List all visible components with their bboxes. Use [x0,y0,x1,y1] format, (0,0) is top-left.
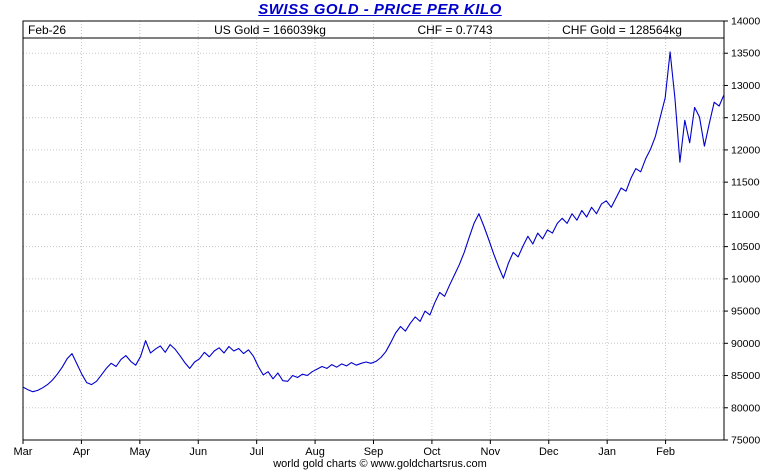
y-tick-label: 135000 [731,48,760,60]
plot-border [22,20,725,441]
y-tick-label: 130000 [731,80,760,92]
y-tick-label: 115000 [731,177,760,189]
x-tick-label: Jun [189,446,207,458]
y-tick-label: 85000 [731,370,760,382]
x-tick-label: Oct [423,446,440,458]
x-tick-label: Nov [481,446,501,458]
chart-title: SWISS GOLD - PRICE PER KILO [258,1,502,18]
y-tick-label: 110000 [731,209,760,221]
chf-gold-value-label: CHF Gold = 128564kg [562,23,682,37]
latest-date-label: Feb-26 [28,23,67,37]
x-tick-label: May [129,446,150,458]
y-tick-label: 90000 [731,338,760,350]
x-tick-label: Jan [598,446,616,458]
x-tick-label: Apr [73,446,90,458]
y-tick-label: 100000 [731,273,760,285]
y-tick-label: 125000 [731,112,760,124]
chf-rate-label: CHF = 0.7743 [417,23,493,37]
us-gold-value-label: US Gold = 166039kg [214,23,326,37]
x-tick-label: Feb [656,446,675,458]
y-tick-label: 140000 [731,16,760,28]
y-tick-label: 95000 [731,306,760,318]
y-tick-label: 105000 [731,241,760,253]
y-tick-label: 75000 [731,435,760,447]
x-tick-label: Sep [364,446,384,458]
x-tick-label: Dec [539,446,559,458]
x-tick-label: Mar [14,446,33,458]
x-tick-label: Jul [250,446,264,458]
price-line [22,51,725,393]
footer-credit: world gold charts © www.goldchartsrus.co… [273,458,487,470]
y-tick-label: 80000 [731,402,760,414]
y-tick-label: 120000 [731,144,760,156]
x-tick-label: Aug [305,446,325,458]
